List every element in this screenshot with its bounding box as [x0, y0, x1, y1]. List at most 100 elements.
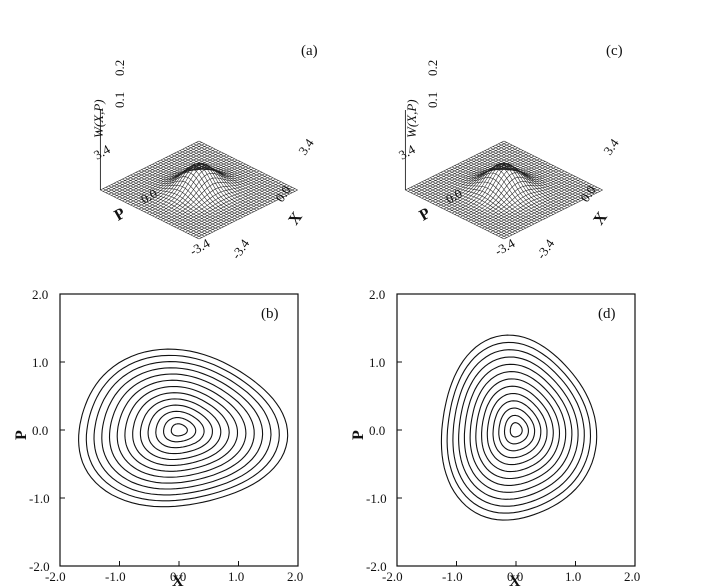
x-tick-d-0: -2.0 — [382, 569, 403, 584]
mesh-line-p-c-32 — [416, 184, 516, 234]
x-tick-d-1: -1.0 — [442, 569, 463, 584]
x-tick-d-4: 2.0 — [624, 569, 640, 584]
x-tick-c-0: 3.4 — [600, 135, 622, 157]
mesh-line-p-a-29 — [119, 180, 219, 230]
contour-line-d-3 — [458, 356, 579, 500]
mesh-line-p-c-10 — [476, 154, 576, 204]
x-tick-d-2: 0.0 — [507, 569, 523, 584]
y-tick-b-2: 0.0 — [32, 423, 48, 438]
z-tick-c-0: 0.1 — [425, 92, 440, 108]
plot-frame-d — [396, 293, 636, 567]
mesh-line-p-c-31 — [418, 182, 518, 233]
contour-line-b-1 — [85, 354, 280, 502]
p-axis-label-c: P — [417, 205, 434, 225]
contour-line-d-5 — [469, 371, 567, 486]
x-tick-a-2: -3.4 — [228, 236, 252, 262]
contour-line-b-2 — [93, 361, 272, 496]
p-axis-label-a: P — [112, 205, 129, 225]
x-tick-a-0: 3.4 — [295, 135, 317, 157]
x-tick-b-1: -1.0 — [105, 569, 126, 584]
contour-line-b-12 — [170, 423, 188, 437]
contour-line-d-11 — [503, 414, 529, 445]
contour-line-b-11 — [163, 417, 197, 443]
contour-line-d-4 — [463, 363, 573, 493]
contour-lines-b — [78, 348, 289, 508]
mesh-line-p-c-15 — [462, 161, 562, 211]
tick-marks-d — [396, 293, 636, 567]
mesh-line-p-a-4 — [187, 146, 287, 196]
mesh-line-p-c-29 — [424, 180, 524, 230]
x-tick-b-4: 2.0 — [287, 569, 303, 584]
surface-plot-a: (a) W(X,P) 0.1 0.2 3.4 0.0 -3.4 P 3.4 0.… — [91, 43, 318, 262]
mesh-line-p-c-21 — [446, 169, 546, 219]
contour-line-b-0 — [78, 348, 289, 508]
panel-label-a: (a) — [301, 43, 318, 59]
y-tick-d-0: 2.0 — [369, 287, 385, 302]
mesh-line-p-a-26 — [127, 176, 227, 226]
mesh-line-p-c-30 — [421, 181, 521, 232]
x-tick-d-3: 1.0 — [565, 569, 581, 584]
contour-line-b-7 — [132, 392, 230, 466]
mesh-line-p-c-19 — [451, 165, 551, 217]
mesh-line-x-c-28 — [481, 178, 581, 229]
mesh-line-p-c-17 — [457, 162, 557, 214]
mesh-line-x-c-30 — [487, 181, 587, 232]
x-tick-c-1: 0.0 — [577, 183, 599, 205]
mesh-line-x-c-25 — [473, 174, 573, 225]
mesh-line-p-a-33 — [108, 185, 208, 236]
contour-line-d-6 — [475, 378, 561, 480]
mesh-line-p-a-19 — [146, 165, 246, 217]
contour-line-d-1 — [446, 341, 592, 514]
panel-label-d: (d) — [598, 306, 616, 322]
mesh-line-p-a-30 — [116, 181, 216, 232]
contour-plot-b: (b) 2.0 1.0 0.0 -1.0 -2.0 -2.0 -1.0 0.0 … — [13, 287, 303, 586]
mesh-line-x-c-5 — [418, 147, 518, 198]
mesh-line-p-c-16 — [460, 162, 559, 213]
y-tick-d-1: 1.0 — [369, 355, 385, 370]
y-tick-d-4: -2.0 — [366, 559, 387, 574]
mesh-line-p-a-22 — [138, 170, 238, 221]
mesh-line-x-c-26 — [476, 176, 576, 226]
x-axis-label-a: X — [285, 209, 306, 229]
mesh-line-p-a-23 — [135, 172, 235, 222]
mesh-line-p-c-18 — [454, 163, 554, 215]
mesh-line-p-a-31 — [113, 182, 213, 233]
contour-line-d-2 — [452, 349, 585, 507]
contour-line-b-3 — [101, 367, 264, 490]
y-axis-label-d: P — [350, 430, 367, 440]
mesh-line-p-a-20 — [144, 167, 243, 218]
y-tick-b-4: -2.0 — [29, 559, 50, 574]
contour-plot-d: (d) 2.0 1.0 0.0 -1.0 -2.0 -2.0 -1.0 0.0 … — [350, 287, 640, 586]
mesh-line-p-c-26 — [432, 176, 532, 226]
mesh-line-p-c-35 — [407, 188, 507, 238]
contour-line-b-9 — [147, 404, 213, 455]
mesh-line-x-a-6 — [116, 148, 216, 199]
wireframe-mesh-a — [99, 110, 298, 240]
p-tick-a-1: 0.0 — [138, 185, 160, 206]
x-tick-b-2: 0.0 — [170, 569, 186, 584]
mesh-line-p-c-28 — [427, 178, 527, 229]
y-tick-d-3: -1.0 — [366, 491, 387, 506]
mesh-line-p-c-5 — [490, 147, 590, 198]
y-tick-b-0: 2.0 — [32, 287, 48, 302]
mesh-line-p-c-36 — [405, 189, 505, 240]
mesh-line-p-a-18 — [149, 163, 249, 215]
mesh-line-p-c-27 — [429, 177, 529, 227]
mesh-line-p-a-5 — [185, 147, 285, 198]
x-tick-a-1: 0.0 — [272, 183, 294, 205]
contour-line-b-6 — [124, 385, 239, 472]
z-axis-label-a: W(X,P) — [91, 99, 106, 138]
mesh-line-p-a-16 — [155, 162, 254, 213]
contour-line-d-0 — [440, 334, 598, 521]
contour-lines-d — [440, 334, 598, 521]
p-tick-a-0: 3.4 — [91, 141, 113, 162]
mesh-line-p-a-7 — [179, 150, 279, 200]
x-tick-b-0: -2.0 — [45, 569, 66, 584]
p-tick-c-1: 0.0 — [443, 185, 465, 206]
contour-line-b-10 — [155, 410, 205, 449]
contour-line-d-9 — [492, 400, 542, 459]
mesh-line-x-c-7 — [424, 150, 524, 200]
y-axis-label-b: P — [13, 430, 30, 440]
mesh-line-p-a-34 — [105, 187, 205, 237]
mesh-line-p-c-25 — [435, 174, 535, 225]
